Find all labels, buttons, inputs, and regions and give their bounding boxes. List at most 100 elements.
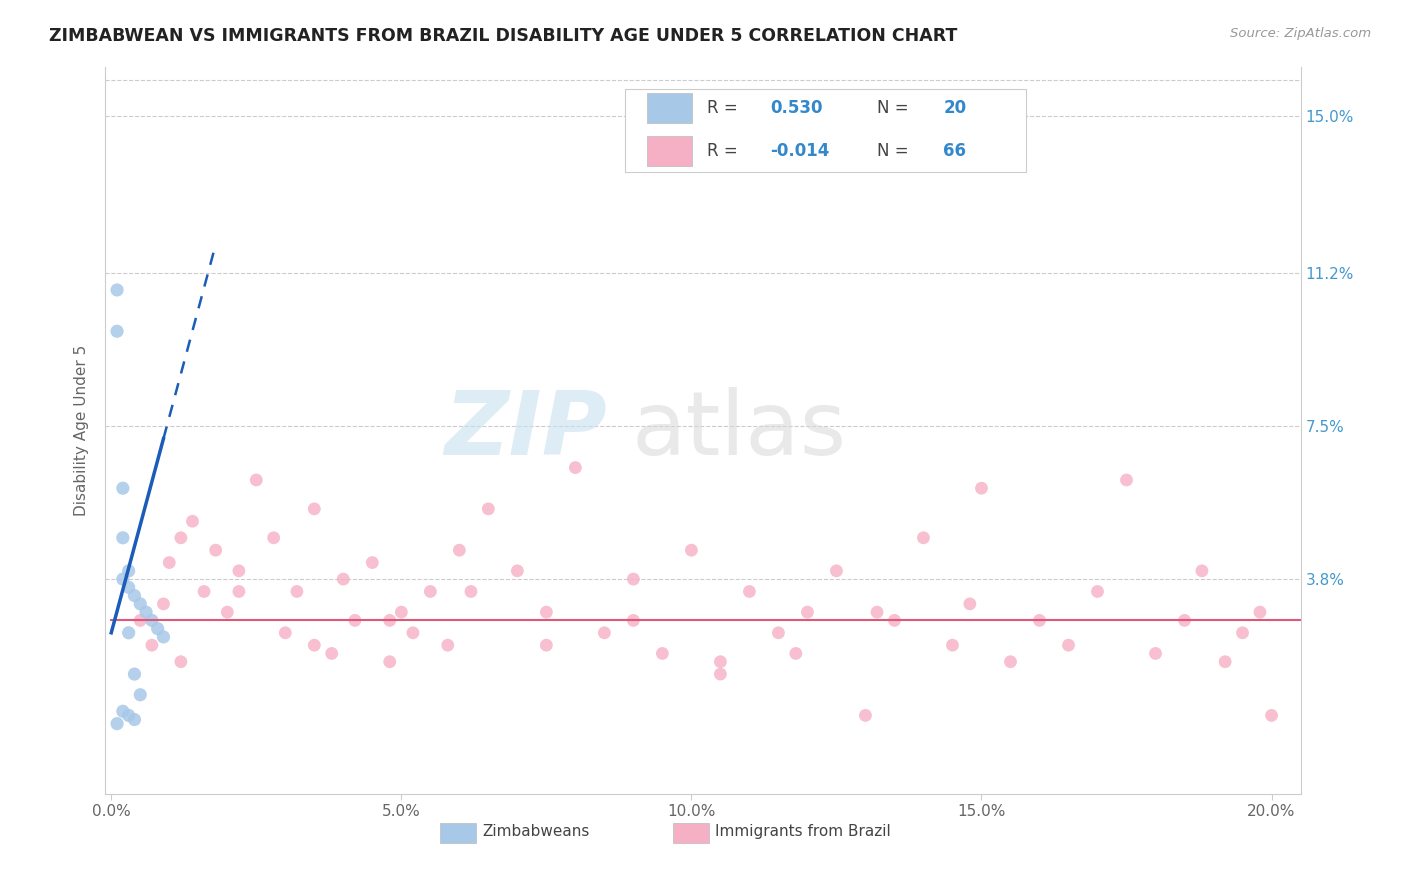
Point xyxy=(709,667,731,681)
Point xyxy=(204,543,226,558)
Point xyxy=(129,614,152,628)
Text: Immigrants from Brazil: Immigrants from Brazil xyxy=(716,824,891,839)
Point xyxy=(1249,605,1271,619)
Point xyxy=(419,584,441,599)
Point xyxy=(285,584,308,599)
Text: 20: 20 xyxy=(943,99,966,117)
Point xyxy=(389,605,412,619)
FancyBboxPatch shape xyxy=(626,88,1025,172)
Point xyxy=(274,625,297,640)
Point xyxy=(105,324,128,338)
Point xyxy=(970,481,993,495)
Point xyxy=(118,708,141,723)
Point xyxy=(152,597,174,611)
Point xyxy=(111,481,134,495)
Point xyxy=(378,655,401,669)
Text: R =: R = xyxy=(707,99,742,117)
Point xyxy=(436,638,458,652)
Y-axis label: Disability Age Under 5: Disability Age Under 5 xyxy=(75,345,90,516)
Point xyxy=(111,704,134,718)
Point xyxy=(621,572,644,586)
Point xyxy=(378,614,401,628)
Point xyxy=(621,614,644,628)
Point xyxy=(883,614,905,628)
Point xyxy=(118,625,141,640)
Point xyxy=(245,473,267,487)
Point xyxy=(1232,625,1254,640)
Text: Zimbabweans: Zimbabweans xyxy=(482,824,589,839)
Point xyxy=(1057,638,1080,652)
Point xyxy=(785,647,807,661)
Text: atlas: atlas xyxy=(631,387,846,474)
Point xyxy=(124,713,146,727)
Text: 66: 66 xyxy=(943,142,966,161)
Point xyxy=(124,667,146,681)
Point xyxy=(402,625,425,640)
Point xyxy=(141,614,163,628)
Text: N =: N = xyxy=(877,142,914,161)
Point xyxy=(709,655,731,669)
Text: ZIP: ZIP xyxy=(444,387,607,474)
Point xyxy=(361,556,384,570)
Point xyxy=(141,638,163,652)
Text: ZIMBABWEAN VS IMMIGRANTS FROM BRAZIL DISABILITY AGE UNDER 5 CORRELATION CHART: ZIMBABWEAN VS IMMIGRANTS FROM BRAZIL DIS… xyxy=(49,27,957,45)
Point xyxy=(866,605,889,619)
Point xyxy=(1115,473,1137,487)
Point xyxy=(343,614,366,628)
Point xyxy=(135,605,157,619)
Point xyxy=(118,564,141,578)
Point xyxy=(111,572,134,586)
Point xyxy=(506,564,529,578)
Point xyxy=(129,597,152,611)
Point xyxy=(129,688,152,702)
Point xyxy=(105,283,128,297)
Point xyxy=(1000,655,1022,669)
Point xyxy=(738,584,761,599)
Point xyxy=(651,647,673,661)
Point xyxy=(449,543,471,558)
Point xyxy=(217,605,239,619)
Point xyxy=(1213,655,1236,669)
Point xyxy=(146,622,169,636)
Point xyxy=(959,597,981,611)
Text: Source: ZipAtlas.com: Source: ZipAtlas.com xyxy=(1230,27,1371,40)
Point xyxy=(536,638,558,652)
Point xyxy=(228,584,250,599)
Point xyxy=(1087,584,1109,599)
Point xyxy=(477,501,499,516)
Point xyxy=(796,605,818,619)
Point xyxy=(681,543,703,558)
Point xyxy=(152,630,174,644)
Text: R =: R = xyxy=(707,142,742,161)
FancyBboxPatch shape xyxy=(673,823,709,843)
Point xyxy=(263,531,285,545)
Point xyxy=(564,460,586,475)
Point xyxy=(321,647,343,661)
Point xyxy=(768,625,790,640)
Point xyxy=(118,580,141,594)
Point xyxy=(304,501,326,516)
Text: N =: N = xyxy=(877,99,914,117)
Point xyxy=(825,564,848,578)
Point xyxy=(124,589,146,603)
Point xyxy=(332,572,354,586)
Point xyxy=(1191,564,1213,578)
Point xyxy=(1144,647,1167,661)
Point xyxy=(1028,614,1050,628)
Point xyxy=(157,556,180,570)
Point xyxy=(855,708,877,723)
Point xyxy=(941,638,963,652)
Point xyxy=(304,638,326,652)
Text: -0.014: -0.014 xyxy=(770,142,830,161)
FancyBboxPatch shape xyxy=(440,823,475,843)
Point xyxy=(181,514,204,528)
FancyBboxPatch shape xyxy=(647,93,692,122)
Point xyxy=(228,564,250,578)
Point xyxy=(170,655,193,669)
Point xyxy=(593,625,616,640)
Point xyxy=(105,716,128,731)
Point xyxy=(460,584,482,599)
FancyBboxPatch shape xyxy=(647,136,692,166)
Point xyxy=(912,531,935,545)
Text: 0.530: 0.530 xyxy=(770,99,823,117)
